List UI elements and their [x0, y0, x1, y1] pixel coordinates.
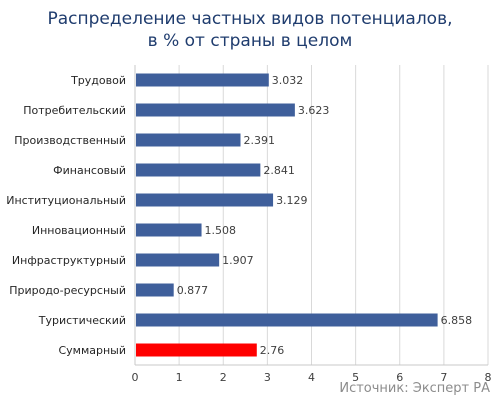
x-tick-label: 8	[485, 371, 492, 384]
bar	[136, 193, 274, 207]
data-label: 3.623	[298, 104, 330, 117]
source-note: Источник: Эксперт РА	[339, 381, 490, 396]
x-tick-label: 5	[352, 371, 359, 384]
bar	[136, 103, 295, 117]
bar	[136, 223, 202, 237]
chart-title: Распределение частных видов потенциалов,…	[0, 8, 500, 52]
labels: 0 1 2 3 4 5 6 7 8 Трудовой 3.032 Потребительский 3.6…	[6, 74, 491, 384]
bar	[136, 163, 261, 177]
data-label: 2.391	[244, 134, 276, 147]
bars	[136, 73, 438, 357]
x-tick-label: 2	[220, 371, 227, 384]
bar	[136, 283, 174, 297]
x-tick-label: 6	[396, 371, 403, 384]
x-tick-label: 7	[440, 371, 447, 384]
category-label: Туристический	[38, 314, 126, 327]
category-label: Финансовый	[53, 164, 126, 177]
bar	[136, 313, 438, 327]
category-label: Институциональный	[6, 194, 126, 207]
data-label: 2.76	[260, 344, 285, 357]
category-label: Инфраструктурный	[12, 254, 126, 267]
category-label: Потребительский	[23, 104, 126, 117]
category-label: Природо-ресурсный	[9, 284, 126, 297]
bar	[136, 253, 220, 267]
bar	[136, 133, 241, 147]
data-label: 1.508	[205, 224, 237, 237]
data-label: 3.032	[272, 74, 304, 87]
data-label: 6.858	[441, 314, 473, 327]
data-label: 1.907	[222, 254, 254, 267]
data-label: 0.877	[177, 284, 209, 297]
chart-title-line-2: в % от страны в целом	[147, 31, 353, 51]
x-tick-label: 1	[176, 371, 183, 384]
category-label: Инновационный	[32, 224, 126, 237]
x-tick-label: 3	[264, 371, 271, 384]
bar	[136, 73, 269, 87]
x-tick-label: 0	[132, 371, 139, 384]
category-label: Производственный	[14, 134, 126, 147]
chart-title-line-1: Распределение частных видов потенциалов,	[47, 9, 453, 29]
category-label: Суммарный	[58, 344, 126, 357]
x-tick-label: 4	[308, 371, 315, 384]
bar	[136, 343, 257, 357]
category-label: Трудовой	[70, 74, 126, 87]
data-label: 2.841	[263, 164, 295, 177]
data-label: 3.129	[276, 194, 308, 207]
